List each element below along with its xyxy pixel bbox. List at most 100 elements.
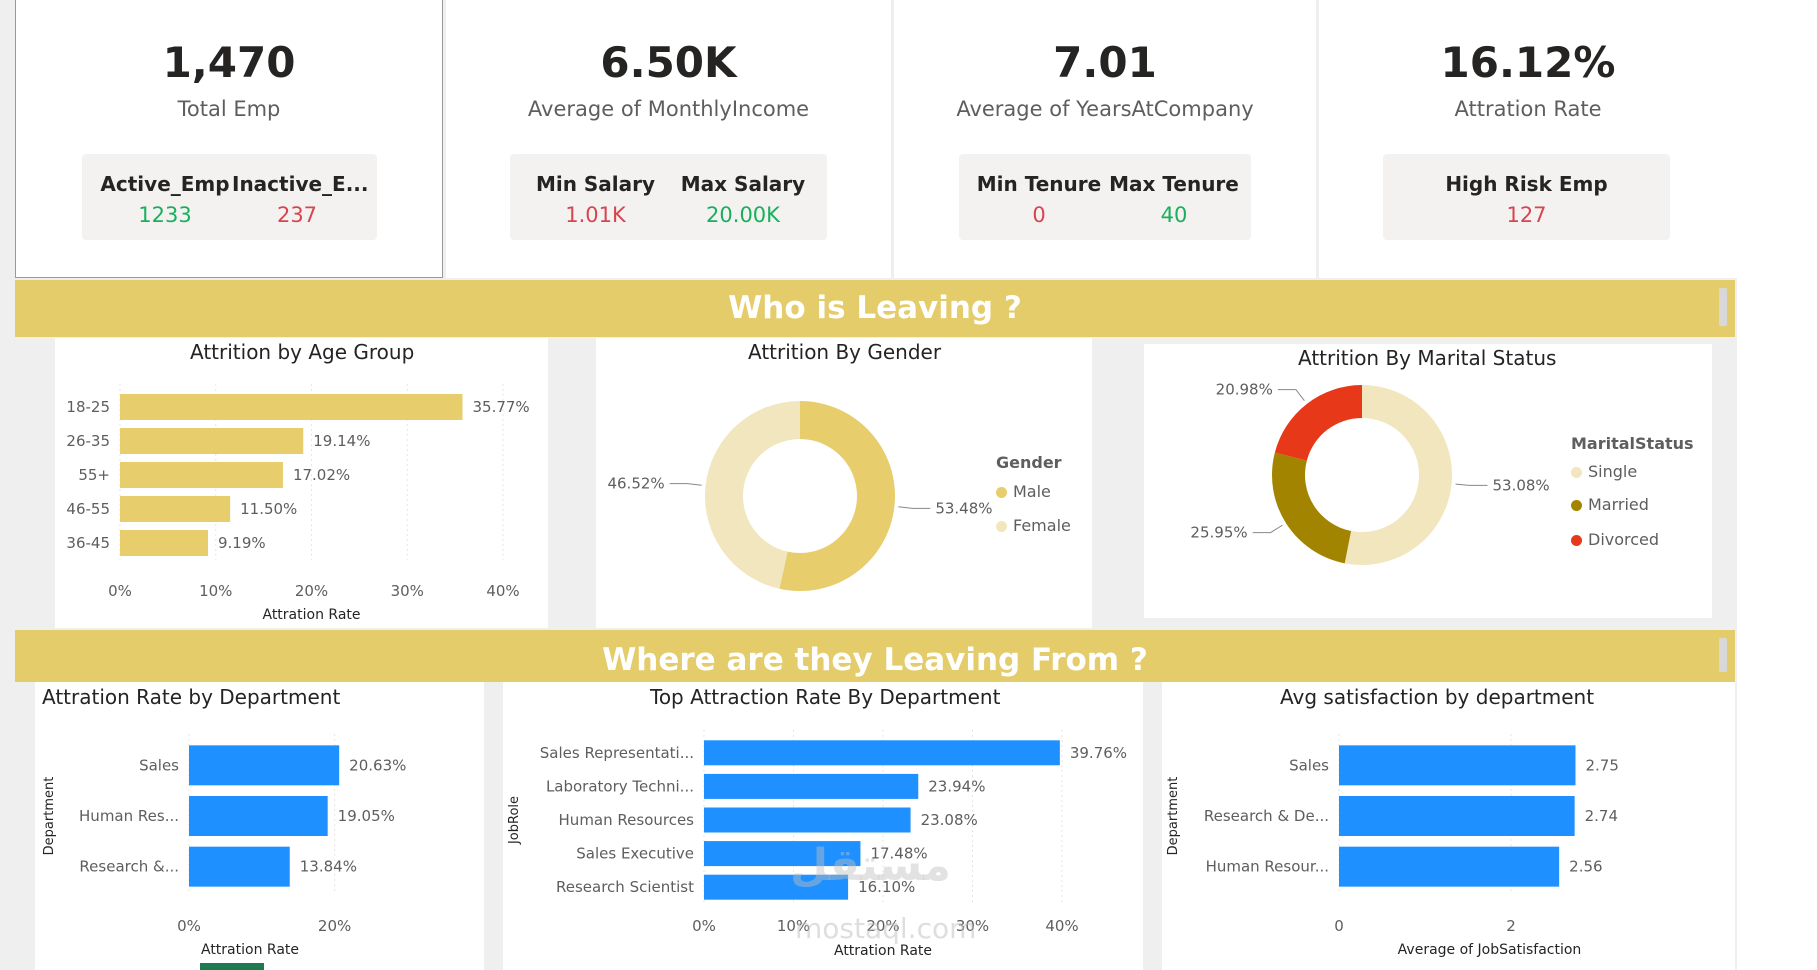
bar [704,740,1060,766]
sub-label: Inactive_E... [232,172,369,196]
right-margin [1737,0,1817,970]
kpi-subcard: Active_Emp 1233 Inactive_E... 237 [82,154,377,240]
x-axis-title: Attration Rate [262,607,360,623]
banner-scrollbar[interactable] [1719,288,1727,326]
chart-panel-age[interactable]: Attrition by Age Group 0% 10% 20% 30% 40% 18-… [55,338,548,628]
kpi-subcard: Min Tenure 0 Max Tenure 40 [959,154,1251,240]
data-label: 23.08% [921,811,978,829]
y-axis-title: Department [42,777,57,856]
data-label: 19.14% [313,432,370,450]
legend-dot [996,487,1007,498]
x-tick-label: 20% [295,582,328,600]
chart-panel-dept[interactable]: Attration Rate by Department 0% 20% Sales 2… [35,682,484,970]
category-label: Sales [1289,756,1329,774]
x-tick-label: 0% [692,917,716,935]
high-risk-emp: High Risk Emp 127 [1383,172,1670,227]
legend-title: Gender [996,453,1062,472]
max-tenure: Max Tenure 40 [1107,172,1241,227]
category-label: Laboratory Techni... [546,777,694,795]
category-label: 26-35 [66,432,110,450]
x-tick-label: 20% [318,917,351,935]
donut-slice [1274,385,1362,461]
chart-sat-svg: 0 2 Sales 2.75 Research & De... 2.74 Human Res… [1166,734,1619,958]
watermark-latin: mostaql.com [795,912,977,945]
category-label: Sales Representati... [540,744,694,762]
legend-item-single[interactable]: Single [1571,462,1637,481]
chart-role-svg: 0% 10% 20% 30% 40% Sales Representati... 39.76… [507,730,1127,959]
category-label: Research &... [79,858,179,876]
banner-title: Where are they Leaving From ? [602,642,1148,678]
sub-value: 40 [1160,203,1188,227]
kpi-value: 1,470 [162,38,296,87]
kpi-card-tenure[interactable]: 7.01 Average of YearsAtCompany Min Tenur… [894,0,1316,278]
section-banner-where: Where are they Leaving From ? [15,630,1735,682]
chart-panel-sat[interactable]: Avg satisfaction by department 0 2 Sales 2.… [1162,682,1735,970]
leader-line [898,506,931,509]
chart-title: Attrition By Gender [748,340,942,364]
banner-scrollbar[interactable] [1719,638,1727,672]
legend-item-female[interactable]: Female [996,516,1071,535]
data-label: 2.74 [1585,807,1618,825]
legend-dot [1571,500,1582,511]
leader-line [1252,524,1283,534]
chart-panel-marital[interactable]: Attrition By Marital Status 53.08% 25.95%… [1144,344,1712,618]
sub-label: Min Salary [535,172,656,196]
kpi-card-attrition[interactable]: 16.12% Attration Rate High Risk Emp 127 [1319,0,1737,278]
x-tick-label: 30% [391,582,424,600]
leader-line [1277,389,1305,401]
data-label: 46.52% [607,475,664,493]
category-label: 46-55 [66,500,110,518]
leader-line [669,483,702,486]
data-label: 25.95% [1190,524,1247,542]
kpi-label: Average of YearsAtCompany [956,97,1254,121]
legend-label: Male [1013,482,1051,501]
x-tick-label: 0% [108,582,132,600]
bar [1339,846,1560,887]
data-label: 39.76% [1070,744,1127,762]
max-salary: Max Salary 20.00K [673,172,813,227]
category-label: 36-45 [66,534,110,552]
legend-item-married[interactable]: Married [1571,495,1649,514]
x-tick-label: 30% [956,917,989,935]
chart-dept-svg: 0% 20% Sales 20.63% Human Res... 19.05% Resear… [42,734,406,958]
data-label: 9.19% [218,534,266,552]
bar [120,496,231,522]
legend-label: Female [1013,516,1071,535]
page-tab-indicator[interactable] [200,963,264,970]
category-label: Research Scientist [556,878,694,896]
chart-panel-role[interactable]: Top Attraction Rate By Department 0% 10% 2… [503,682,1143,970]
legend-item-divorced[interactable]: Divorced [1571,530,1659,549]
chart-gender-svg: 53.48% 46.52% [607,401,993,591]
bar [189,846,290,887]
data-label: 35.77% [472,398,529,416]
legend-label: Single [1588,462,1638,481]
data-label: 53.48% [935,499,992,517]
x-axis-title: Attration Rate [201,942,299,958]
section-banner-who: Who is Leaving ? [15,280,1735,337]
kpi-card-income[interactable]: 6.50K Average of MonthlyIncome Min Salar… [446,0,891,278]
x-tick-label: 10% [199,582,232,600]
bar [704,874,849,900]
sub-label: High Risk Emp [1445,172,1608,196]
bar [120,394,463,420]
sub-value: 1233 [138,203,192,227]
kpi-subcard: High Risk Emp 127 [1383,154,1670,240]
data-label: 16.10% [858,878,915,896]
kpi-card-total-emp[interactable]: 1,470 Total Emp Active_Emp 1233 Inactive… [15,0,443,278]
chart-title: Attration Rate by Department [42,685,341,709]
chart-marital-svg: 53.08% 25.95% 20.98% [1190,381,1550,565]
chart-panel-gender[interactable]: Attrition By Gender 53.48% 46.52% Gender … [596,338,1092,628]
legend-dot [1571,467,1582,478]
data-label: 2.56 [1569,858,1602,876]
category-label: Human Resources [559,811,695,829]
legend-item-male[interactable]: Male [996,482,1051,501]
data-label: 23.94% [928,777,985,795]
x-tick-label: 0 [1334,917,1344,935]
chart-title: Attrition By Marital Status [1298,346,1557,370]
category-label: 18-25 [66,398,110,416]
sub-value: 127 [1506,203,1547,227]
bar [704,841,861,867]
donut-slice [1344,385,1452,565]
bar [120,530,208,556]
x-axis-title: Attration Rate [834,943,932,959]
